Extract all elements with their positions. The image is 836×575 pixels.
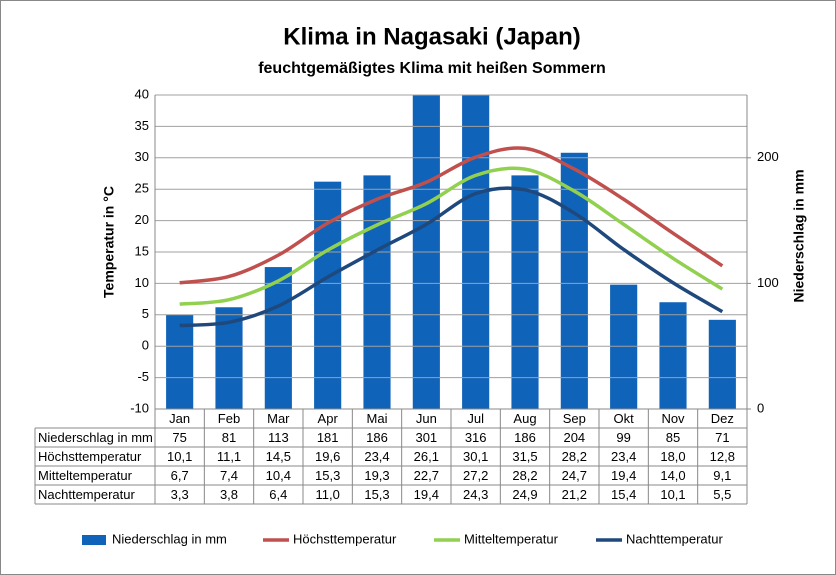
- y2-axis-title: Niederschlag in mm: [791, 169, 807, 302]
- table-cell: 30,1: [463, 449, 488, 464]
- x-tick-label: Jan: [169, 411, 190, 426]
- table-cell: 24,3: [463, 487, 488, 502]
- y-tick-label: 30: [135, 149, 149, 164]
- x-tick-label: Sep: [563, 411, 586, 426]
- legend-swatch: [82, 535, 106, 545]
- table-cell: 27,2: [463, 468, 488, 483]
- table-cell: 14,0: [660, 468, 685, 483]
- table-cell: 24,7: [562, 468, 587, 483]
- legend-label: Niederschlag in mm: [112, 531, 227, 546]
- table-cell: 10,1: [660, 487, 685, 502]
- chart-subtitle: feuchtgemäßigtes Klima mit heißen Sommer…: [258, 60, 606, 77]
- y-tick-label: -5: [137, 369, 149, 384]
- y-axis-title: Temperatur in °C: [101, 186, 117, 298]
- y-tick-label: 15: [135, 243, 149, 258]
- table-cell: 3,8: [220, 487, 238, 502]
- bar: [363, 175, 391, 409]
- line: [179, 166, 724, 306]
- x-tick-label: Mai: [367, 411, 388, 426]
- y2-tick-label: 200: [757, 149, 779, 164]
- y2-tick-label: 0: [757, 400, 764, 415]
- table-cell: 99: [616, 430, 630, 445]
- table-cell: 113: [268, 430, 289, 445]
- table-cell: 28,2: [562, 449, 587, 464]
- y-tick-label: 5: [142, 306, 149, 321]
- y-tick-label: -10: [130, 400, 149, 415]
- x-tick-label: Jul: [467, 411, 484, 426]
- bar: [511, 175, 539, 409]
- table-cell: 23,4: [364, 449, 389, 464]
- table-cell: 15,3: [364, 487, 389, 502]
- table-cell: 3,3: [171, 487, 189, 502]
- table-cell: 75: [172, 430, 186, 445]
- bar: [708, 319, 736, 409]
- bar: [610, 284, 638, 409]
- table-cell: 28,2: [512, 468, 537, 483]
- y-tick-label: 25: [135, 181, 149, 196]
- table-cell: 81: [222, 430, 236, 445]
- table-cell: 21,2: [562, 487, 587, 502]
- table-cell: 181: [317, 430, 339, 445]
- x-tick-label: Okt: [614, 411, 635, 426]
- table-cell: 19,3: [364, 468, 389, 483]
- table-cell: 14,5: [266, 449, 291, 464]
- y-tick-label: 35: [135, 118, 149, 133]
- table-row-label: Mitteltemperatur: [38, 468, 133, 483]
- table-cell: 10,4: [266, 468, 291, 483]
- table-cell: 23,4: [611, 449, 636, 464]
- table-cell: 11,0: [315, 487, 339, 502]
- table-cell: 85: [666, 430, 680, 445]
- table-cell: 186: [514, 430, 536, 445]
- x-tick-label: Dez: [711, 411, 734, 426]
- table-cell: 19,6: [315, 449, 340, 464]
- legend-label: Mitteltemperatur: [464, 531, 559, 546]
- y-tick-label: 0: [142, 338, 149, 353]
- table-cell: 31,5: [512, 449, 537, 464]
- table-cell: 12,8: [710, 449, 735, 464]
- table-cell: 316: [465, 430, 487, 445]
- table-cell: 15,4: [611, 487, 636, 502]
- x-tick-label: Mar: [267, 411, 290, 426]
- table-cell: 18,0: [660, 449, 685, 464]
- table-row-label: Höchsttemperatur: [38, 449, 142, 464]
- y-tick-label: 20: [135, 212, 149, 227]
- table-cell: 10,1: [167, 449, 192, 464]
- table-cell: 6,7: [171, 468, 189, 483]
- x-tick-label: Aug: [513, 411, 536, 426]
- line: [179, 186, 724, 328]
- x-tick-label: Feb: [218, 411, 240, 426]
- bar: [659, 302, 687, 409]
- y2-tick-label: 100: [757, 275, 779, 290]
- table-cell: 26,1: [414, 449, 439, 464]
- legend-label: Nachttemperatur: [626, 531, 723, 546]
- table-row-label: Nachttemperatur: [38, 487, 135, 502]
- table-cell: 15,3: [315, 468, 340, 483]
- table-cell: 24,9: [512, 487, 537, 502]
- x-tick-label: Nov: [661, 411, 685, 426]
- bar: [166, 314, 194, 409]
- table-cell: 22,7: [414, 468, 439, 483]
- x-tick-label: Apr: [318, 411, 339, 426]
- y-tick-label: 10: [135, 275, 149, 290]
- table-cell: 9,1: [713, 468, 731, 483]
- table-cell: 71: [715, 430, 729, 445]
- table-cell: 6,4: [269, 487, 287, 502]
- table-cell: 7,4: [220, 468, 238, 483]
- legend-label: Höchsttemperatur: [293, 531, 397, 546]
- table-cell: 11,1: [217, 449, 241, 464]
- table-cell: 301: [415, 430, 437, 445]
- line: [179, 146, 724, 285]
- chart-title: Klima in Nagasaki (Japan): [283, 23, 580, 50]
- table-row-label: Niederschlag in mm: [38, 430, 153, 445]
- x-tick-label: Jun: [416, 411, 437, 426]
- table-cell: 5,5: [713, 487, 731, 502]
- y-tick-label: 40: [135, 86, 149, 101]
- table-cell: 19,4: [611, 468, 636, 483]
- bar: [264, 267, 292, 409]
- table-cell: 186: [366, 430, 388, 445]
- table-cell: 19,4: [414, 487, 439, 502]
- table-cell: 204: [563, 430, 585, 445]
- bar: [314, 181, 342, 409]
